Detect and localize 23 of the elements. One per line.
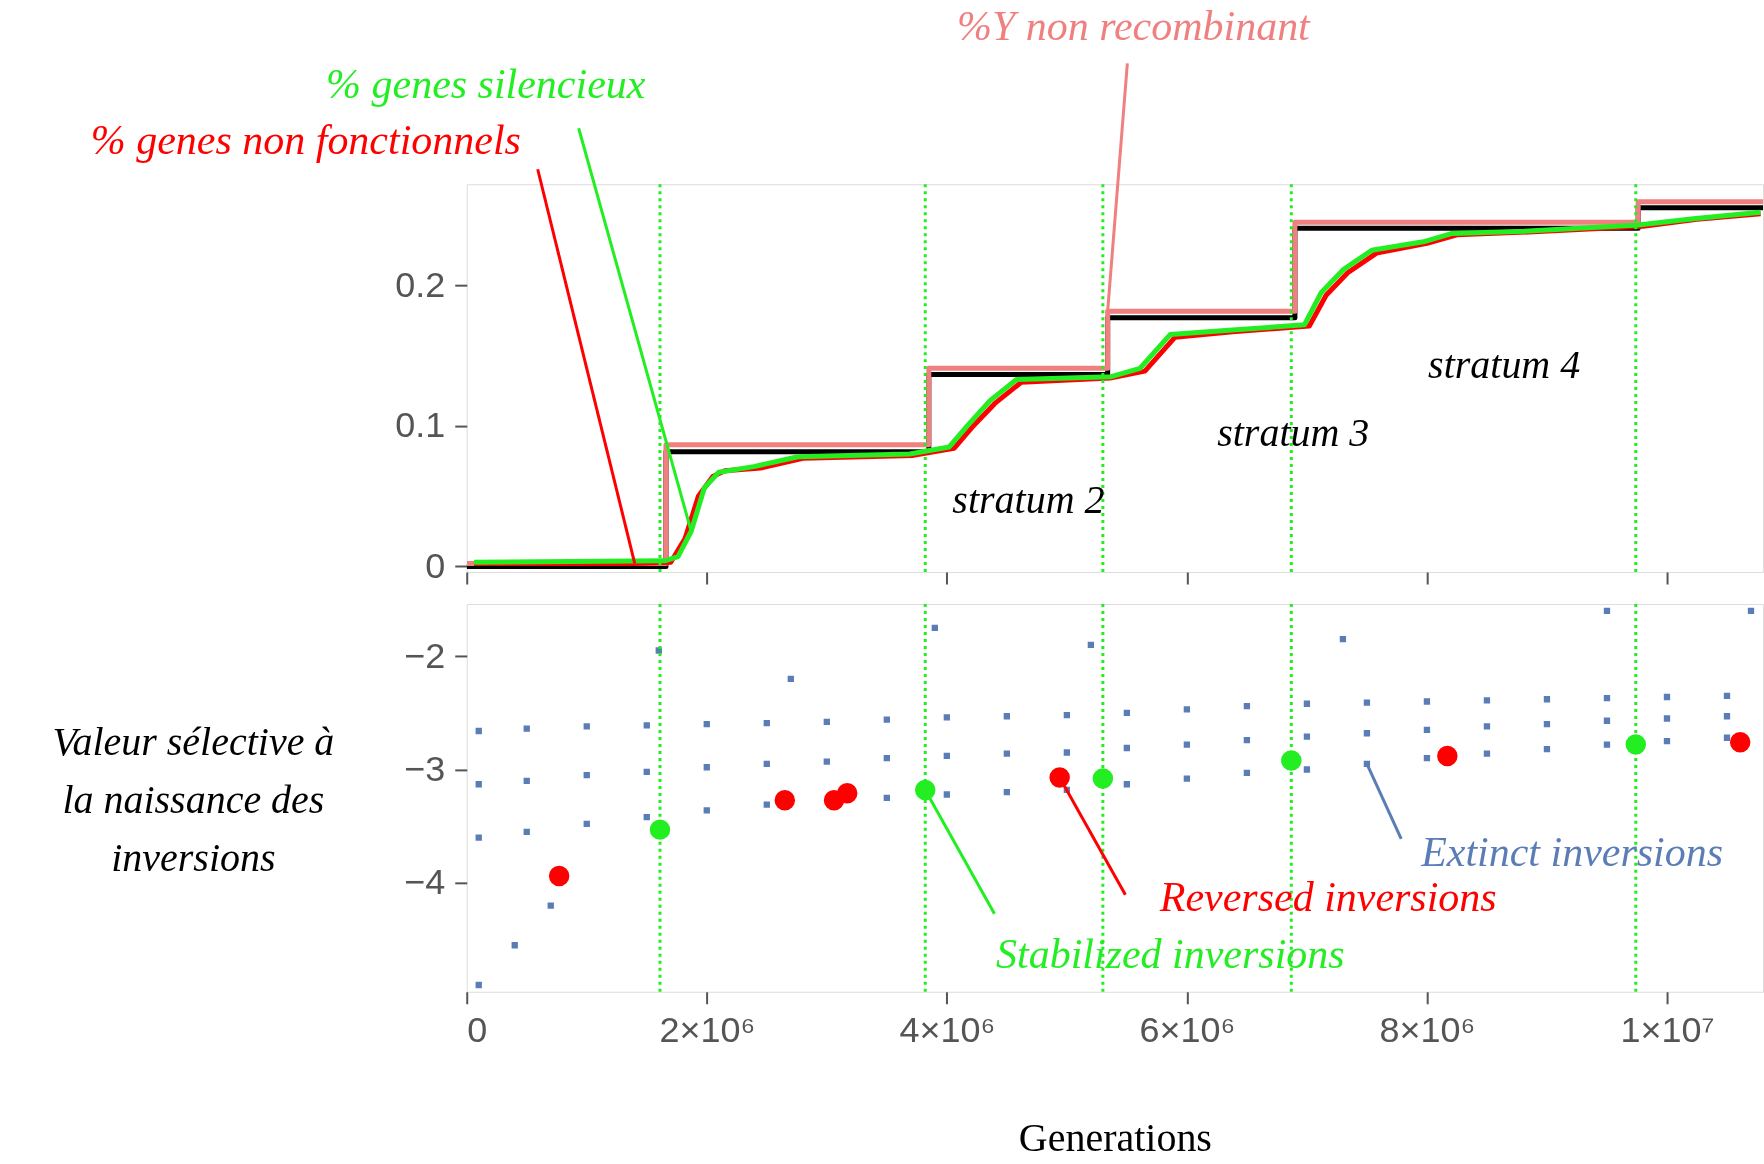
legend-label: Extinct inversions <box>1420 828 1724 875</box>
y-tick-label: −4 <box>404 861 446 903</box>
text: % genes silencieux <box>326 61 646 108</box>
annotation: stratum 4 <box>1428 342 1581 388</box>
x-tick-label: 6×10⁶ <box>1139 1009 1236 1051</box>
x-tick-label: 2×10⁶ <box>659 1009 756 1051</box>
y-tick-label: −3 <box>404 748 446 790</box>
text: %Y non recombinant <box>956 3 1312 50</box>
text: % genes non fonctionnels <box>90 117 521 164</box>
text: Reversed inversions <box>1158 873 1497 920</box>
y-tick-label: −2 <box>404 634 446 676</box>
x-tick-label: 1×10⁷ <box>1620 1009 1715 1051</box>
y-axis-title: Valeur sélective à la naissance des inversions <box>52 719 335 881</box>
x-tick-label: 8×10⁶ <box>1379 1009 1476 1051</box>
y-tick-label: 0.1 <box>395 404 446 446</box>
annotation: stratum 3 <box>1217 410 1370 456</box>
annotation: stratum 2 <box>952 477 1105 523</box>
x-tick-label: 4×10⁶ <box>899 1009 996 1051</box>
text: Stabilized inversions <box>996 930 1345 977</box>
x-tick-label: 0 <box>467 1009 488 1051</box>
y-tick-label: 0 <box>425 544 446 586</box>
y-tick-label: 0.2 <box>395 263 446 305</box>
x-axis-title: Generations <box>1018 1115 1212 1161</box>
